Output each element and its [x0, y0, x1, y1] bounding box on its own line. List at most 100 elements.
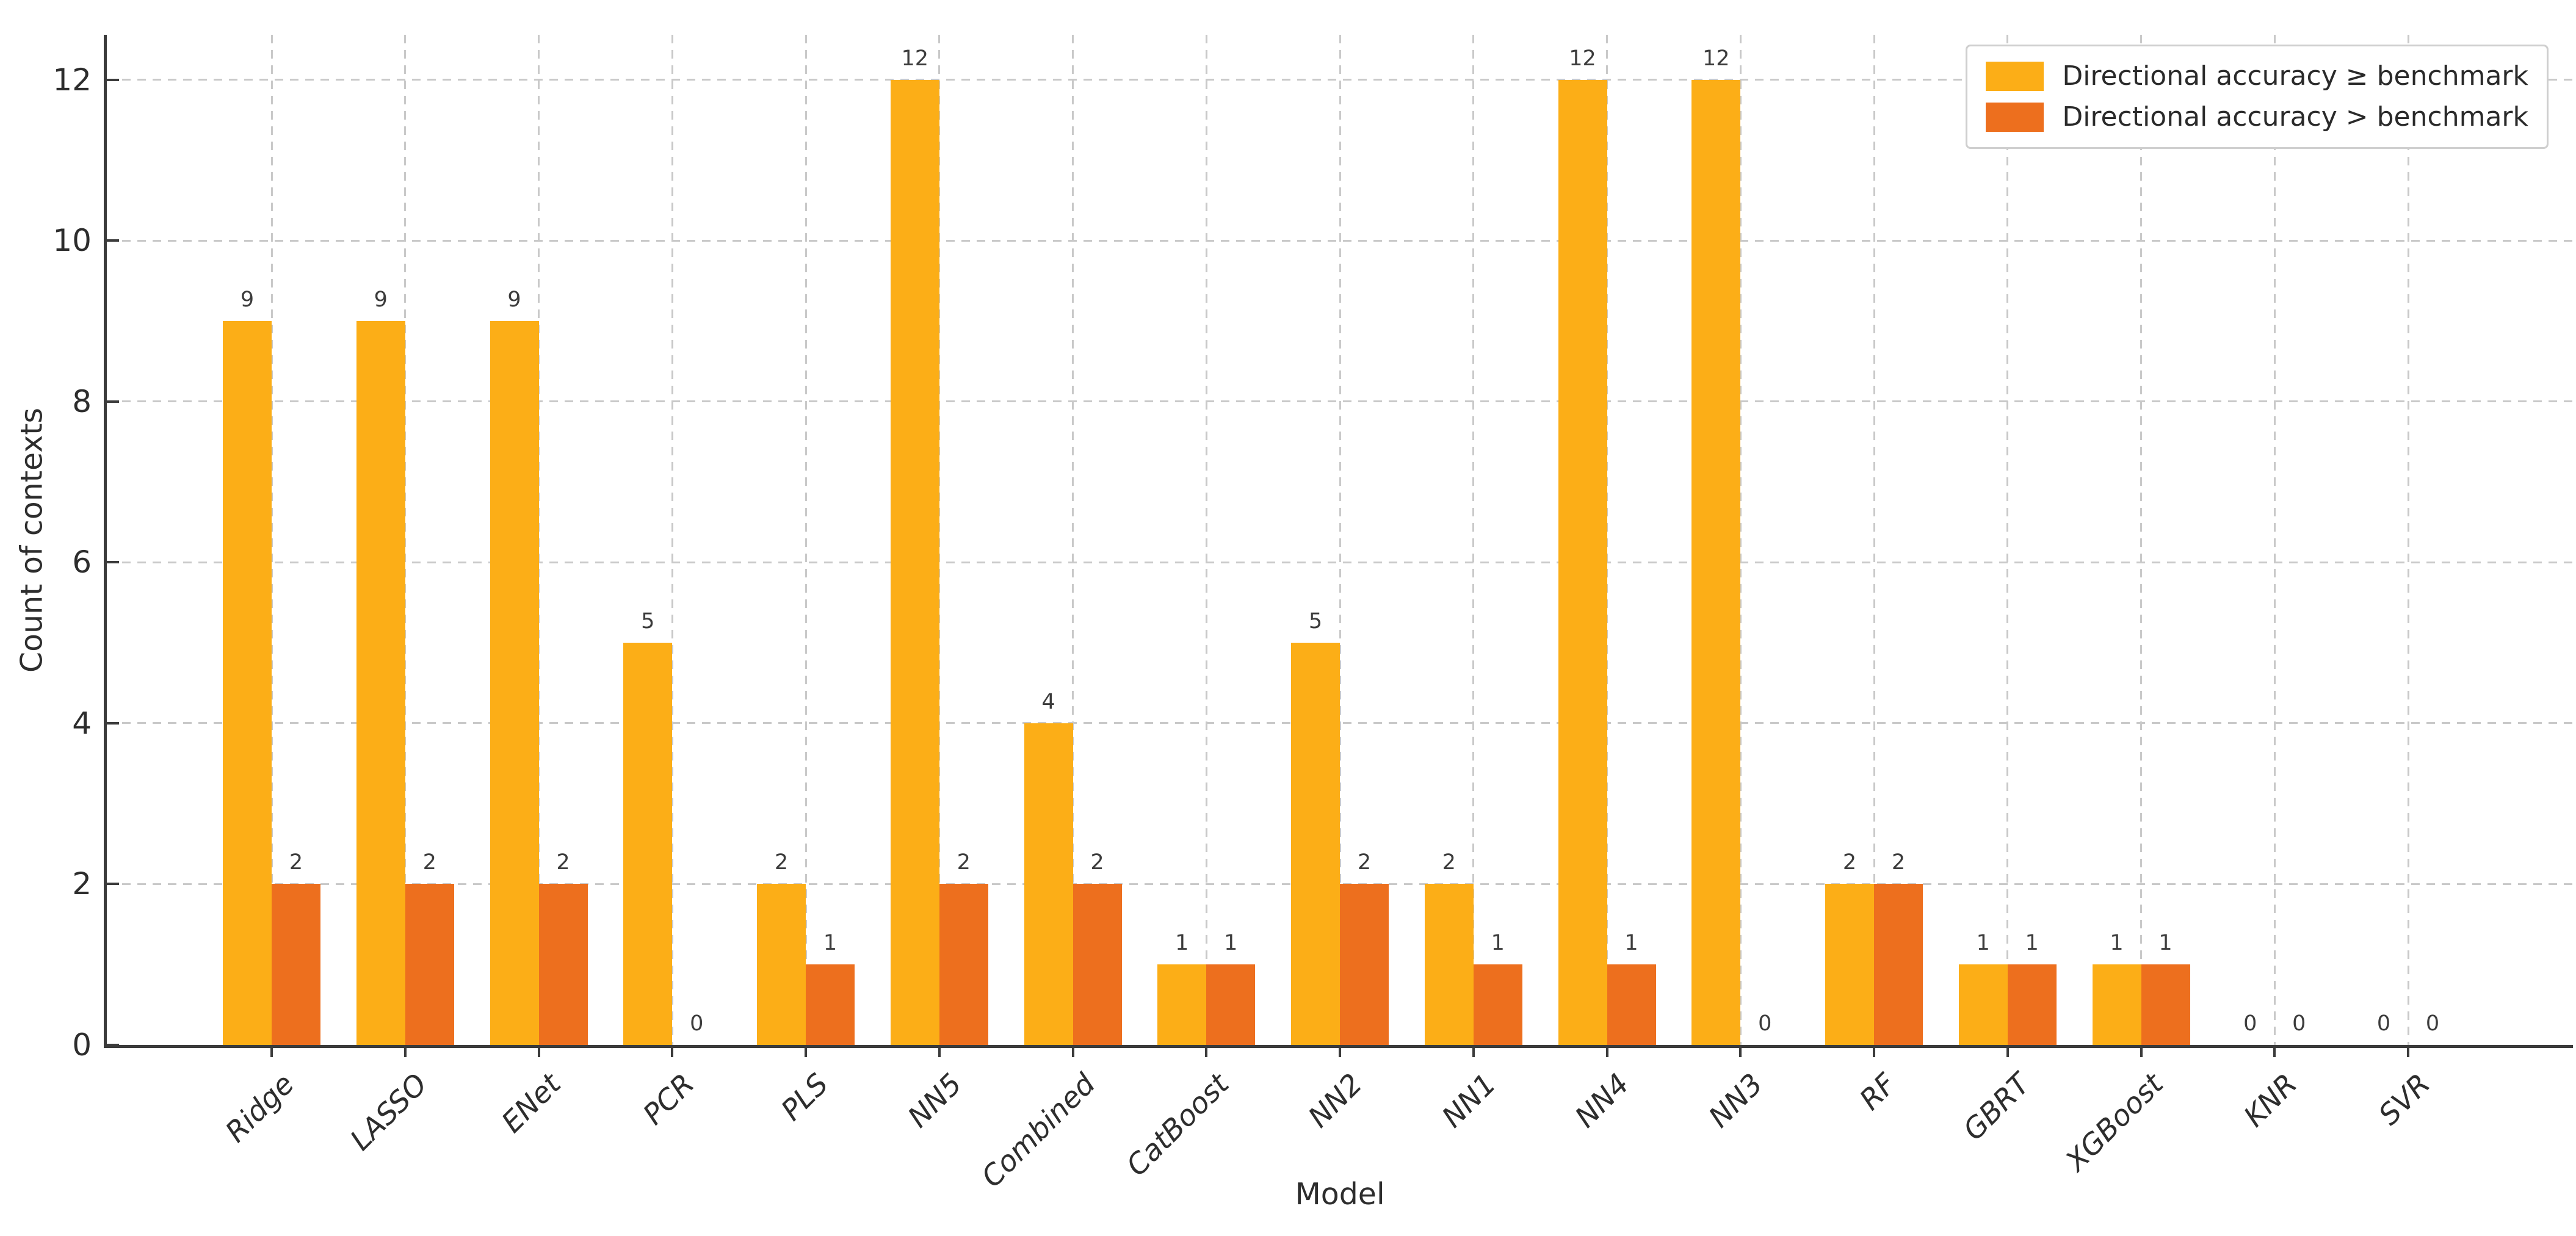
- bar-value-label: 1: [2025, 931, 2039, 956]
- gridline-vertical: [1739, 35, 1742, 1045]
- x-tick: [2006, 1045, 2009, 1057]
- y-tick: [107, 883, 119, 886]
- bar-value-label: 9: [374, 287, 388, 313]
- y-tick: [107, 721, 119, 725]
- bar-gt-NN2: [1340, 884, 1389, 1045]
- x-tick-label-PLS: PLS: [774, 1067, 835, 1128]
- x-tick-label-NN1: NN1: [1435, 1067, 1503, 1135]
- y-tick: [107, 561, 119, 564]
- x-tick-label-GBRT: GBRT: [1956, 1067, 2037, 1147]
- bar-value-label: 2: [556, 850, 570, 875]
- x-tick-label-NN4: NN4: [1569, 1067, 1636, 1135]
- bar-gt-RF: [1874, 884, 1923, 1045]
- plot-area: 9 2 9 2 9 2 5 0 2 1 12 2 4 2 1 1 5 2 2 1 12 1 12 0 2 2 1 1 1 1 0 0 0 0: [104, 35, 2573, 1057]
- x-tick-label-CatBoost: CatBoost: [1120, 1067, 1236, 1183]
- x-tick: [1071, 1045, 1074, 1057]
- bar-value-label: 12: [1569, 46, 1596, 71]
- bar-geq-NN3: [1691, 79, 1741, 1045]
- gridline-vertical: [2006, 35, 2009, 1045]
- gridline-vertical: [538, 35, 540, 1045]
- bar-geq-LASSO: [356, 321, 405, 1045]
- x-tick-label-XGBoost: XGBoost: [2059, 1067, 2170, 1178]
- gridline-vertical: [2140, 35, 2142, 1045]
- x-tick-label-NN5: NN5: [901, 1067, 969, 1135]
- y-tick-label: 10: [52, 223, 92, 259]
- y-tick: [107, 239, 119, 242]
- bar-value-label: 5: [1308, 609, 1323, 634]
- bar-value-label: 1: [1224, 931, 1238, 956]
- bar-geq-PCR: [623, 643, 673, 1045]
- y-tick-label: 0: [72, 1027, 92, 1063]
- x-tick: [1205, 1045, 1208, 1057]
- x-tick: [2407, 1045, 2409, 1057]
- gridline-vertical: [1472, 35, 1475, 1045]
- bar-value-label: 9: [240, 287, 255, 313]
- bar-value-label: 12: [901, 46, 929, 71]
- bar-value-label: 2: [1442, 850, 1456, 875]
- x-tick: [2273, 1045, 2276, 1057]
- x-tick-label-Combined: Combined: [975, 1067, 1102, 1194]
- bar-value-label: 2: [774, 850, 789, 875]
- gridline-vertical: [1205, 35, 1207, 1045]
- bar-value-label: 12: [1702, 46, 1730, 71]
- x-tick-label-NN2: NN2: [1301, 1067, 1369, 1135]
- x-tick-label-NN3: NN3: [1702, 1067, 1770, 1135]
- gridline-vertical: [938, 35, 941, 1045]
- x-tick: [1739, 1045, 1742, 1057]
- bar-value-label: 0: [1758, 1011, 1772, 1036]
- bar-value-label: 1: [823, 931, 838, 956]
- x-tick-label-KNR: KNR: [2237, 1067, 2304, 1134]
- y-tick-label: 12: [52, 62, 92, 98]
- bar-gt-GBRT: [2007, 964, 2057, 1045]
- x-tick-label-ENet: ENet: [495, 1067, 568, 1140]
- bar-geq-RF: [1825, 884, 1874, 1045]
- bar-geq-NN1: [1424, 884, 1474, 1045]
- gridline-vertical: [1339, 35, 1341, 1045]
- gridline-vertical: [1072, 35, 1074, 1045]
- legend: Directional accuracy ≥ benchmark Directi…: [1966, 45, 2549, 150]
- bar-geq-NN2: [1291, 643, 1340, 1045]
- x-tick: [270, 1045, 273, 1057]
- bar-geq-PLS: [757, 884, 806, 1045]
- bar-gt-NN1: [1473, 964, 1522, 1045]
- bar-geq-ENet: [490, 321, 539, 1045]
- legend-label-gt-benchmark: Directional accuracy > benchmark: [2062, 101, 2528, 132]
- y-tick: [107, 1044, 119, 1046]
- bar-gt-CatBoost: [1206, 964, 1256, 1045]
- x-tick: [1339, 1045, 1341, 1057]
- bar-value-label: 2: [1891, 850, 1906, 875]
- x-tick: [671, 1045, 674, 1057]
- bar-value-label: 0: [2292, 1011, 2306, 1036]
- x-tick-label-Ridge: Ridge: [219, 1067, 301, 1149]
- bar-value-label: 5: [641, 609, 655, 634]
- gridline-vertical: [404, 35, 407, 1045]
- bar-value-label: 2: [1842, 850, 1857, 875]
- bar-geq-Ridge: [223, 321, 272, 1045]
- bar-value-label: 4: [1041, 689, 1055, 714]
- bar-gt-XGBoost: [2141, 964, 2190, 1045]
- x-tick-label-SVR: SVR: [2372, 1067, 2437, 1132]
- gridline-vertical: [2407, 35, 2409, 1045]
- y-axis-title: Count of contexts: [14, 407, 49, 673]
- y-tick: [107, 400, 119, 403]
- x-tick-label-RF: RF: [1853, 1067, 1903, 1117]
- legend-entry-geq-benchmark: Directional accuracy ≥ benchmark: [1986, 60, 2528, 92]
- bar-value-label: 0: [2425, 1011, 2440, 1036]
- x-tick: [2140, 1045, 2143, 1057]
- bar-geq-CatBoost: [1157, 964, 1207, 1045]
- legend-entry-gt-benchmark: Directional accuracy > benchmark: [1986, 101, 2528, 133]
- y-tick-label: 8: [72, 383, 92, 419]
- bar-gt-NN5: [939, 884, 988, 1045]
- x-tick: [403, 1045, 407, 1057]
- gridline-vertical: [805, 35, 807, 1045]
- bar-geq-XGBoost: [2092, 964, 2141, 1045]
- gridline-vertical: [1873, 35, 1875, 1045]
- y-tick-label: 6: [72, 544, 92, 580]
- x-tick: [537, 1045, 540, 1057]
- bar-value-label: 0: [690, 1011, 704, 1036]
- x-tick-label-LASSO: LASSO: [344, 1067, 435, 1157]
- bar-value-label: 2: [957, 850, 971, 875]
- x-tick: [1605, 1045, 1608, 1057]
- bar-value-label: 1: [1175, 931, 1189, 956]
